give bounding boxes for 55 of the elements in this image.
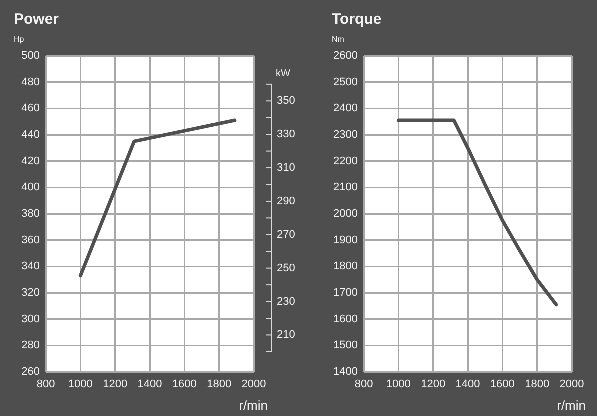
- y2-axis-title: kW: [276, 68, 291, 80]
- y-tick-label: 2400: [334, 102, 358, 115]
- y-tick-label: 1900: [334, 234, 358, 246]
- y2-tick-label: 230: [277, 296, 296, 308]
- x-tick-label: 1000: [386, 378, 411, 391]
- x-tick-label: 2000: [560, 378, 584, 391]
- y2-tick-label: 290: [277, 195, 296, 208]
- x-axis-title: r/min: [557, 398, 586, 413]
- x-tick-label: 1000: [68, 378, 93, 391]
- y-tick-label: 2100: [334, 182, 358, 194]
- y-tick-label: 2500: [334, 76, 358, 88]
- y-tick-label: 2600: [334, 50, 358, 62]
- x-tick-label: 1800: [525, 378, 550, 391]
- y-tick-label: 420: [22, 155, 40, 168]
- y-tick-label: 1400: [334, 366, 358, 378]
- y2-tick-label: 350: [277, 95, 296, 108]
- y-tick-label: 400: [22, 182, 40, 194]
- x-tick-label: 1800: [207, 378, 232, 391]
- y-tick-label: 480: [22, 76, 40, 88]
- x-tick-label: 1400: [138, 378, 162, 391]
- x-tick-label: 800: [354, 378, 374, 391]
- chart-title: Torque: [332, 11, 382, 28]
- y-tick-label: 500: [22, 50, 40, 62]
- x-tick-label: 1200: [103, 378, 128, 391]
- y2-tick-label: 210: [277, 329, 296, 342]
- y-axis-title: Nm: [332, 35, 345, 44]
- x-tick-label: 1400: [456, 378, 480, 391]
- y-tick-label: 440: [22, 129, 40, 142]
- y-tick-label: 460: [22, 102, 40, 115]
- y2-tick-label: 310: [277, 162, 296, 174]
- y2-tick-label: 270: [277, 228, 296, 241]
- x-tick-label: 1600: [172, 378, 197, 391]
- y-tick-label: 380: [22, 208, 40, 220]
- y-tick-label: 280: [22, 340, 40, 352]
- x-tick-label: 1600: [490, 378, 515, 391]
- x-tick-label: 2000: [242, 378, 266, 391]
- y2-tick-label: 250: [277, 262, 296, 274]
- y-tick-label: 2200: [334, 155, 358, 168]
- y-tick-label: 320: [22, 287, 40, 300]
- y-tick-label: 2300: [334, 129, 358, 142]
- chart-title: Power: [14, 11, 60, 28]
- y-tick-label: 300: [22, 313, 40, 326]
- x-tick-label: 800: [36, 378, 56, 391]
- y-tick-label: 340: [22, 260, 40, 273]
- y-axis-title: Hp: [14, 35, 25, 44]
- y-tick-label: 1500: [334, 340, 358, 352]
- y2-tick-label: 330: [277, 128, 296, 141]
- x-tick-label: 1200: [421, 378, 446, 391]
- x-axis-title: r/min: [239, 398, 268, 413]
- y-tick-label: 1700: [334, 287, 358, 300]
- y-tick-label: 1600: [334, 313, 358, 326]
- y-tick-label: 2000: [334, 208, 358, 220]
- y-tick-label: 360: [22, 234, 40, 246]
- y-tick-label: 260: [22, 366, 40, 378]
- y-tick-label: 1800: [334, 260, 358, 273]
